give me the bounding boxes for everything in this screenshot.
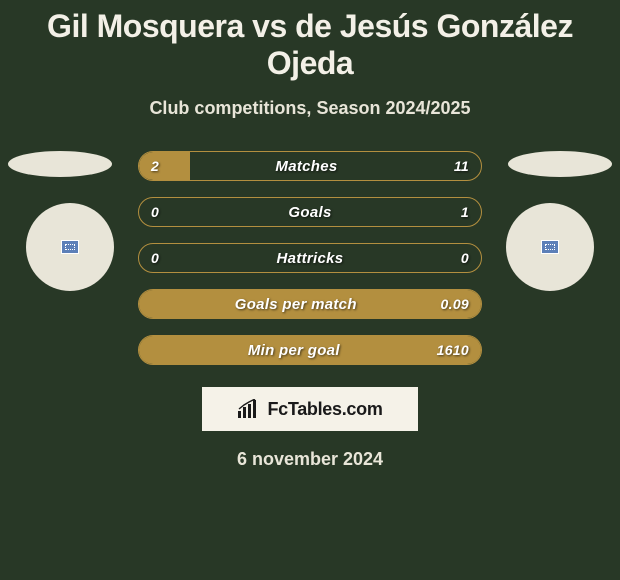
stat-label: Matches	[275, 158, 337, 175]
stat-bar: Goals per match 0.09	[138, 289, 482, 319]
player-right-ellipse	[508, 151, 612, 177]
comparison-area: 2 Matches 11 0 Goals 1 0 Hattricks 0	[0, 151, 620, 365]
brand-chart-icon	[237, 399, 261, 419]
stat-bar: 0 Hattricks 0	[138, 243, 482, 273]
player-right-avatar	[506, 203, 594, 291]
stat-fill	[139, 290, 481, 318]
brand-box: FcTables.com	[202, 387, 418, 431]
placeholder-image-icon	[541, 240, 559, 254]
stat-right-value: 11	[454, 158, 469, 174]
brand-text: FcTables.com	[267, 399, 382, 420]
stat-bar: 0 Goals 1	[138, 197, 482, 227]
stat-right-value: 0	[461, 250, 469, 266]
stat-fill	[139, 336, 481, 364]
stat-fill	[139, 152, 190, 180]
stat-bar: Min per goal 1610	[138, 335, 482, 365]
stat-right-value: 1	[461, 204, 469, 220]
player-left-avatar	[26, 203, 114, 291]
page-subtitle: Club competitions, Season 2024/2025	[0, 98, 620, 119]
placeholder-image-icon	[61, 240, 79, 254]
stats-column: 2 Matches 11 0 Goals 1 0 Hattricks 0	[138, 151, 482, 365]
page-title: Gil Mosquera vs de Jesús González Ojeda	[0, 0, 620, 82]
stat-bar: 2 Matches 11	[138, 151, 482, 181]
player-left-ellipse	[8, 151, 112, 177]
stat-left-value: 0	[151, 250, 159, 266]
stat-label: Hattricks	[277, 250, 344, 267]
stat-label: Goals	[288, 204, 331, 221]
date: 6 november 2024	[0, 449, 620, 470]
stat-left-value: 0	[151, 204, 159, 220]
